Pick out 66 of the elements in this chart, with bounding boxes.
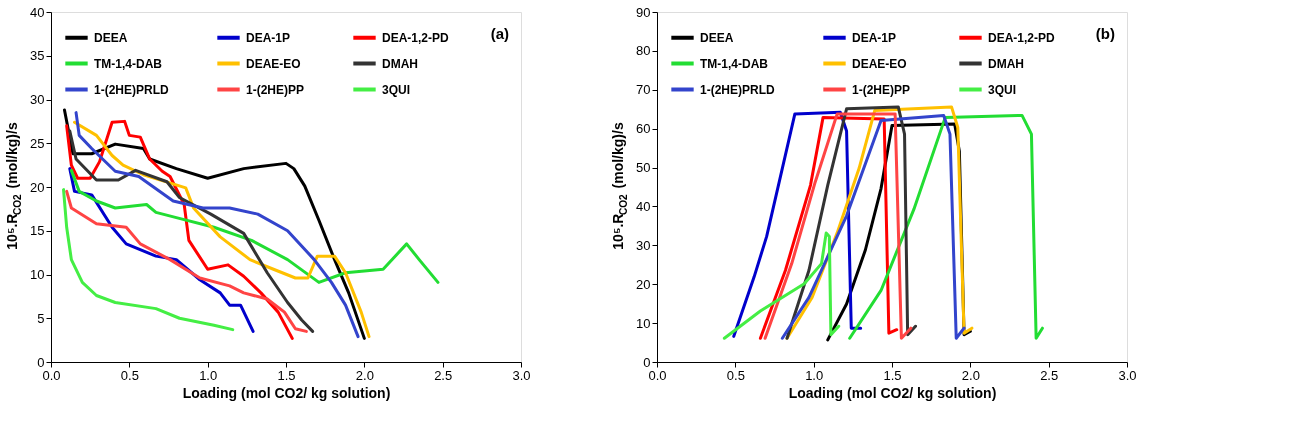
line-series [69,168,440,284]
y-axis-title: 10⁵.RCO2 (mol/kg)/s [610,122,629,250]
legend-label: TM-1,4-DAB [700,56,769,71]
y-tick-label: 10 [30,267,45,282]
legend-label: 3QUI [988,82,1017,97]
x-tick-label: 0.0 [648,367,667,383]
legend-label: TM-1,4-DAB [94,56,163,71]
y-tick-label: 30 [30,92,45,107]
annotation: (b) [1095,25,1115,42]
annotation: (a) [490,25,509,42]
y-axis-title: 10⁵.RCO2 (mol/kg)/s [4,122,23,250]
x-tick-label: 1.5 [277,367,296,383]
legend-label: DMAH [988,56,1024,71]
x-axis-title: Loading (mol CO2/ kg solution) [788,384,997,401]
y-tick-label: 50 [636,160,651,176]
y-tick-label: 70 [636,82,651,98]
x-tick-label: 1.0 [805,367,824,383]
y-tick-label: 0 [643,354,651,370]
y-tick-label: 15 [30,223,45,239]
y-tick-label: 60 [636,121,651,137]
x-tick-label: 3.0 [1118,367,1137,383]
legend-label: 1-(2HE)PRLD [700,82,776,97]
y-tick-label: 40 [636,198,651,214]
line-series [848,113,1044,340]
y-tick-label: 0 [37,354,45,370]
legend-label: DEAE-EO [246,56,301,71]
legend-label: DEEA [700,30,734,45]
y-tick-label: 5 [37,310,45,326]
x-tick-label: 1.0 [199,367,218,383]
legend-label: DEEA [94,30,128,45]
y-tick-label: 90 [636,4,651,20]
y-tick-label: 25 [30,135,45,151]
legend-label: DEA-1P [246,30,291,45]
legend-label: DEA-1,2-PD [382,30,450,45]
line-series [732,110,863,338]
x-tick-label: 1.5 [883,367,902,383]
line-series [62,188,235,332]
y-tick-label: 20 [636,276,651,292]
x-tick-label: 2.0 [961,367,980,383]
x-tick-label: 0.0 [42,367,61,383]
legend-label: 1-(2HE)PP [852,82,911,97]
x-tick-label: 2.5 [434,367,453,383]
x-tick-label: 3.0 [512,367,531,383]
legend-label: DMAH [382,56,418,71]
legend-label: 1-(2HE)PRLD [94,82,170,97]
legend-label: 1-(2HE)PP [246,82,305,97]
x-tick-label: 2.0 [355,367,374,383]
line-series [785,105,917,340]
x-tick-label: 2.5 [1040,367,1059,383]
legend-label: DEA-1P [852,30,897,45]
y-tick-label: 20 [30,179,45,195]
line-series [68,129,315,333]
legend-label: DEA-1,2-PD [988,30,1056,45]
y-tick-label: 30 [636,237,651,253]
x-axis-title: Loading (mol CO2/ kg solution) [182,384,391,401]
y-tick-label: 40 [30,4,45,20]
y-tick-label: 80 [636,43,651,59]
line-series [65,189,308,333]
y-tick-label: 35 [30,48,45,64]
y-tick-label: 10 [636,315,651,331]
x-tick-label: 0.5 [120,367,139,383]
line-series [722,231,841,340]
legend-label: DEAE-EO [852,56,907,71]
line-series [65,119,294,340]
x-tick-label: 0.5 [726,367,745,383]
legend-label: 3QUI [382,82,411,97]
